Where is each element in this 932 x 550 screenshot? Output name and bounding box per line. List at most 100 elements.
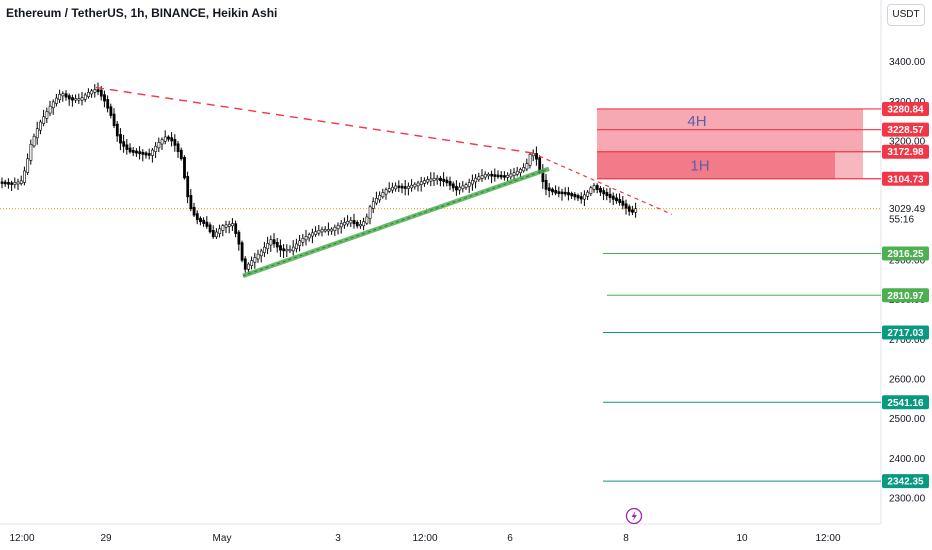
bull-candle <box>381 192 385 198</box>
bull-candle <box>359 223 362 227</box>
bull-candle <box>51 101 55 109</box>
bull-candle <box>80 97 84 101</box>
bull-candle <box>259 250 263 257</box>
bull-candle <box>19 180 23 184</box>
bear-candle <box>122 141 126 147</box>
bear-candle <box>442 178 446 182</box>
bull-candle <box>23 170 26 183</box>
bull-candle <box>522 167 526 172</box>
bull-candle <box>16 181 20 185</box>
bull-candle <box>365 216 369 224</box>
bull-candle <box>458 186 462 191</box>
bear-candle <box>183 156 186 179</box>
bear-candle <box>103 94 106 102</box>
bull-candle <box>336 224 340 230</box>
bear-candle <box>451 183 455 189</box>
bull-candle <box>343 222 346 226</box>
bear-candle <box>621 200 625 206</box>
bear-candle <box>192 206 196 216</box>
bear-candle <box>202 219 206 224</box>
bull-candle <box>314 231 318 235</box>
resistance-price-tag <box>882 101 929 116</box>
bull-candle <box>320 229 324 233</box>
resistance-price-tag <box>882 122 929 137</box>
bear-candle <box>499 174 503 178</box>
bear-candle <box>195 213 199 221</box>
bear-candle <box>144 152 148 156</box>
price-tick-label: 2400.00 <box>889 454 926 465</box>
target-price-tag <box>882 474 929 489</box>
bull-candle <box>29 143 33 161</box>
bull-candle <box>154 145 158 152</box>
target-price-tag <box>882 325 929 340</box>
zone-label-1h: 1H <box>690 158 709 175</box>
resistance-price-tag <box>882 144 929 159</box>
time-tick-label: 8 <box>623 533 629 544</box>
bull-candle <box>519 169 522 174</box>
resistance-trendline <box>95 86 533 154</box>
bull-candle <box>330 228 334 232</box>
lightning-icon[interactable] <box>625 507 643 525</box>
bull-candle <box>227 223 231 227</box>
bull-candle <box>471 180 474 185</box>
time-tick-label: 12:00 <box>412 533 437 544</box>
bull-candle <box>291 246 295 252</box>
bear-candle <box>205 221 209 227</box>
bear-candle <box>237 231 241 245</box>
bear-candle <box>567 192 570 196</box>
bull-candle <box>384 189 388 195</box>
bull-candle <box>83 94 87 100</box>
bull-candle <box>250 260 254 267</box>
bull-candle <box>285 248 289 252</box>
bull-candle <box>506 174 510 178</box>
bull-candle <box>368 206 372 219</box>
bear-candle <box>445 179 449 184</box>
bull-candle <box>295 243 298 249</box>
zone-label-4h: 4H <box>687 113 706 130</box>
bear-candle <box>128 147 132 153</box>
bear-candle <box>490 173 494 177</box>
bull-candle <box>39 121 42 131</box>
bull-candle <box>231 223 234 227</box>
bear-candle <box>554 190 558 194</box>
time-tick-label: 12:00 <box>9 533 34 544</box>
bull-candle <box>61 93 65 97</box>
target-price-label: 2342.35 <box>887 477 924 488</box>
bull-candle <box>461 185 465 190</box>
current-price-label: 3029.49 <box>889 204 926 215</box>
bull-candle <box>304 236 308 241</box>
currency-selector[interactable]: USDT <box>887 4 925 26</box>
bear-candle <box>595 185 599 191</box>
bull-candle <box>474 177 478 183</box>
bear-candle <box>67 95 71 100</box>
bull-candle <box>288 248 292 252</box>
bull-candle <box>317 230 321 234</box>
bear-candle <box>240 242 244 261</box>
time-tick-label: 29 <box>100 533 112 544</box>
bear-candle <box>579 196 583 200</box>
bear-candle <box>106 99 110 109</box>
bull-candle <box>48 105 52 114</box>
bull-candle <box>515 170 519 175</box>
bull-candle <box>311 232 314 237</box>
bull-candle <box>375 198 378 204</box>
bear-candle <box>615 197 618 202</box>
bull-candle <box>394 185 398 190</box>
bear-candle <box>618 198 622 203</box>
bear-candle <box>605 192 609 197</box>
bull-candle <box>410 184 414 189</box>
bear-candle <box>109 106 113 116</box>
bear-candle <box>275 242 279 248</box>
bull-candle <box>429 178 433 182</box>
bull-candle <box>323 229 327 232</box>
bear-candle <box>400 185 404 189</box>
bull-candle <box>221 225 225 231</box>
bear-candle <box>560 191 564 195</box>
bull-candle <box>224 224 228 228</box>
bull-candle <box>215 231 218 238</box>
price-tick-label: 2300.00 <box>889 493 926 504</box>
resistance-trendline-extension <box>531 152 673 215</box>
bull-candle <box>634 208 638 213</box>
bear-candle <box>557 191 561 194</box>
